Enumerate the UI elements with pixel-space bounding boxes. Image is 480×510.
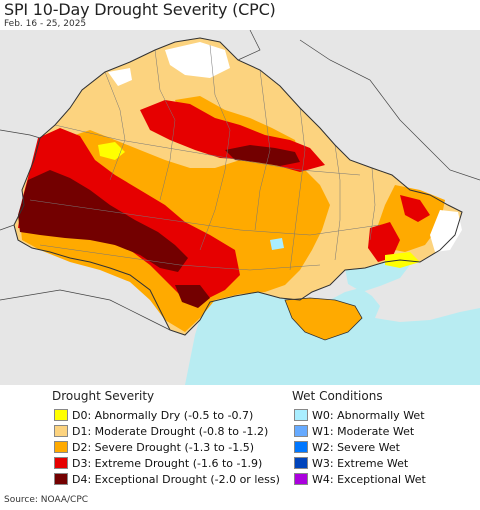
legend-item-w1: W1: Moderate Wet <box>294 423 426 439</box>
neighbor-borders <box>0 30 480 331</box>
swatch-w0 <box>294 409 308 421</box>
map-title: SPI 10-Day Drought Severity (CPC) <box>4 0 276 19</box>
region-normal-north <box>165 42 230 78</box>
legend-item-w0: W0: Abnormally Wet <box>294 407 426 423</box>
legend-item-w4: W4: Exceptional Wet <box>294 471 426 487</box>
swatch-w3 <box>294 457 308 469</box>
crimea-outline <box>284 297 363 341</box>
wet-legend-heading: Wet Conditions <box>292 389 383 403</box>
region-d2-crimea <box>285 298 362 340</box>
swatch-d3 <box>54 457 68 469</box>
swatch-w1 <box>294 425 308 437</box>
oblast-borders <box>29 44 381 271</box>
legend-item-d0: D0: Abnormally Dry (-0.5 to -0.7) <box>54 407 280 423</box>
region-wet-central <box>270 238 284 250</box>
legend: Drought Severity D0: Abnormally Dry (-0.… <box>0 385 480 495</box>
legend-item-d3: D3: Extreme Drought (-1.6 to -1.9) <box>54 455 280 471</box>
legend-item-d2: D2: Severe Drought (-1.3 to -1.5) <box>54 439 280 455</box>
swatch-d1 <box>54 425 68 437</box>
swatch-d4 <box>54 473 68 485</box>
source-credit: Source: NOAA/CPC <box>4 495 89 505</box>
date-range: Feb. 16 - 25, 2025 <box>4 19 87 29</box>
legend-label-w3: W3: Extreme Wet <box>312 456 409 470</box>
legend-label-w4: W4: Exceptional Wet <box>312 472 426 486</box>
legend-item-w3: W3: Extreme Wet <box>294 455 426 471</box>
swatch-d0 <box>54 409 68 421</box>
legend-label-d3: D3: Extreme Drought (-1.6 to -1.9) <box>72 456 263 470</box>
region-d4-south <box>175 285 210 308</box>
legend-label-w1: W1: Moderate Wet <box>312 424 415 438</box>
legend-label-d1: D1: Moderate Drought (-0.8 to -1.2) <box>72 424 269 438</box>
region-normal-northwest <box>108 68 132 86</box>
legend-label-w2: W2: Severe Wet <box>312 440 400 454</box>
legend-item-d4: D4: Exceptional Drought (-2.0 or less) <box>54 471 280 487</box>
swatch-w4 <box>294 473 308 485</box>
legend-label-d0: D0: Abnormally Dry (-0.5 to -0.7) <box>72 408 254 422</box>
legend-label-w0: W0: Abnormally Wet <box>312 408 425 422</box>
ukraine-border <box>13 37 463 336</box>
legend-item-d1: D1: Moderate Drought (-0.8 to -1.2) <box>54 423 280 439</box>
region-normal-east <box>430 210 462 252</box>
map-canvas <box>0 30 480 385</box>
legend-label-d2: D2: Severe Drought (-1.3 to -1.5) <box>72 440 255 454</box>
swatch-w2 <box>294 441 308 453</box>
region-d0-north <box>98 142 125 160</box>
region-d4-west <box>18 170 188 272</box>
legend-item-w2: W2: Severe Wet <box>294 439 426 455</box>
drought-legend-heading: Drought Severity <box>52 389 155 403</box>
legend-label-d4: D4: Exceptional Drought (-2.0 or less) <box>72 472 280 486</box>
swatch-d2 <box>54 441 68 453</box>
drought-legend: Drought Severity D0: Abnormally Dry (-0.… <box>52 389 280 487</box>
region-d3-east <box>400 195 430 222</box>
wet-legend: Wet Conditions W0: Abnormally Wet W1: Mo… <box>292 389 426 487</box>
region-d3-south <box>368 222 400 262</box>
drought-map <box>0 30 480 385</box>
